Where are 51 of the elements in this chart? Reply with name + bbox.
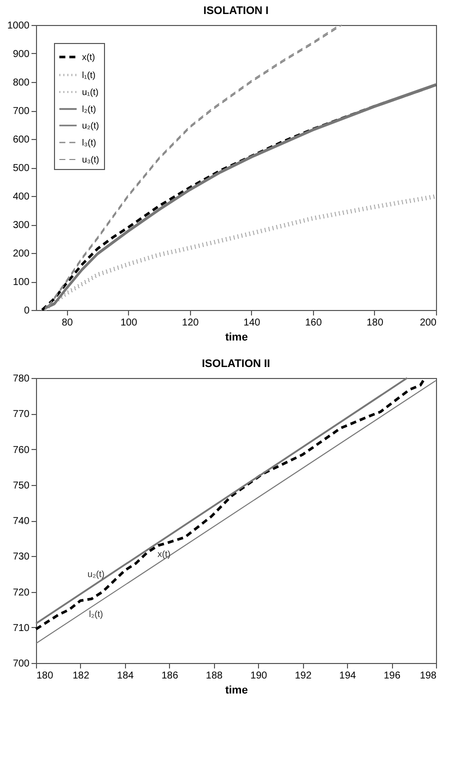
y-tick-label: 300 bbox=[12, 220, 30, 231]
x-tick-label: 182 bbox=[72, 670, 90, 682]
x-tick-label: 140 bbox=[244, 318, 261, 328]
y-tick-label: 900 bbox=[12, 49, 30, 60]
x-tick-label: 194 bbox=[339, 670, 356, 682]
y-tick-label: 780 bbox=[12, 374, 30, 384]
legend-label: u₂(t) bbox=[82, 120, 99, 130]
y-tick-label: 760 bbox=[12, 444, 30, 456]
x-tick-label: 196 bbox=[384, 670, 401, 682]
legend-label: l₃(t) bbox=[82, 138, 96, 148]
legend-label: u₁(t) bbox=[82, 87, 99, 97]
chart-title: ISOLATION I bbox=[203, 5, 269, 17]
chart-title: ISOLATION II bbox=[202, 358, 270, 370]
x-axis-title: time bbox=[225, 684, 248, 696]
x-tick-label: 188 bbox=[206, 670, 224, 682]
y-tick-label: 800 bbox=[12, 78, 30, 88]
y-tick-label: 400 bbox=[12, 192, 30, 202]
y-tick-label: 600 bbox=[12, 134, 30, 146]
x-tick-label: 186 bbox=[161, 670, 179, 682]
y-tick-label: 770 bbox=[12, 409, 30, 420]
x-tick-label: 184 bbox=[117, 670, 134, 682]
legend-label: u₃(t) bbox=[82, 154, 100, 164]
y-tick-label: 710 bbox=[12, 622, 30, 634]
x-tick-label: 160 bbox=[305, 318, 322, 328]
x-tick-label: 192 bbox=[294, 670, 312, 682]
x-axis-title: time bbox=[225, 332, 248, 344]
x-tick-label: 100 bbox=[120, 318, 138, 328]
y-tick-label: 700 bbox=[12, 106, 30, 117]
y-tick-label: 700 bbox=[12, 658, 30, 670]
x-tick-label: 120 bbox=[182, 318, 200, 328]
y-tick-label: 730 bbox=[12, 552, 30, 563]
y-tick-label: 750 bbox=[12, 480, 30, 492]
legend-label: x(t) bbox=[82, 52, 95, 62]
series-label: u₂(t) bbox=[88, 568, 104, 579]
x-tick-label: 190 bbox=[250, 670, 268, 682]
x-tick-label: 200 bbox=[420, 318, 437, 328]
legend-label: l₂(t) bbox=[82, 104, 96, 114]
y-tick-label: 0 bbox=[24, 306, 30, 316]
series-label: l₂(t) bbox=[89, 608, 103, 619]
y-tick-label: 720 bbox=[12, 587, 30, 598]
x-tick-label: 180 bbox=[366, 318, 384, 328]
x-tick-label: 180 bbox=[36, 670, 54, 682]
legend-label: l₁(t) bbox=[82, 70, 96, 80]
y-tick-label: 200 bbox=[12, 248, 30, 260]
y-tick-label: 500 bbox=[12, 163, 30, 174]
x-tick-label: 80 bbox=[62, 318, 74, 328]
x-tick-label: 198 bbox=[420, 670, 437, 682]
y-tick-label: 740 bbox=[12, 516, 30, 527]
y-tick-label: 1000 bbox=[7, 20, 30, 32]
series-label: x(t) bbox=[158, 548, 170, 559]
y-tick-label: 100 bbox=[12, 277, 30, 288]
